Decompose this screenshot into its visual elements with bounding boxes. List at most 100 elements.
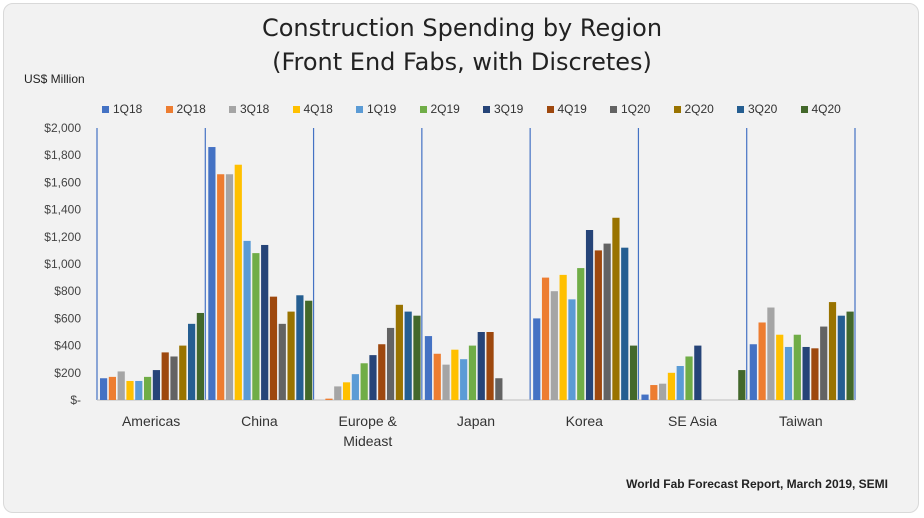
- bar-3Q19: [261, 244, 269, 400]
- bar-4Q19: [269, 296, 278, 400]
- bar-4Q20: [846, 311, 854, 400]
- bar-1Q19: [135, 380, 143, 400]
- bar-2Q20: [395, 304, 403, 400]
- legend-swatch: [610, 105, 617, 113]
- legend-label: 2Q20: [684, 102, 714, 116]
- legend-label: 3Q19: [494, 102, 524, 116]
- legend-swatch: [292, 105, 300, 113]
- legend-item: 4Q20: [800, 102, 841, 116]
- legend-item: 4Q18: [292, 102, 333, 116]
- category-label: Korea: [566, 413, 604, 429]
- bar-4Q19: [594, 250, 602, 400]
- bar-2Q19: [793, 334, 801, 400]
- bar-2Q19: [360, 363, 368, 400]
- bar-2Q19: [144, 376, 152, 400]
- bar-4Q19: [486, 332, 494, 400]
- y-tick-label: $1,400: [44, 203, 81, 217]
- bar-2Q18: [650, 385, 658, 400]
- y-tick-label: $1,200: [44, 230, 81, 244]
- y-tick-label: $600: [54, 311, 81, 325]
- legend-item: 3Q20: [737, 102, 777, 116]
- legend-item: 2Q18: [165, 102, 206, 116]
- bar-4Q20: [413, 315, 421, 400]
- bar-1Q18: [641, 394, 649, 400]
- y-tick-label: $400: [54, 339, 81, 353]
- legend-item: 2Q20: [673, 102, 714, 116]
- bar-1Q20: [170, 356, 178, 400]
- chart-frame: [3, 3, 919, 513]
- bar-1Q18: [208, 147, 216, 400]
- bar-2Q19: [685, 356, 693, 400]
- category-label: SE Asia: [668, 413, 717, 429]
- bar-1Q20: [386, 327, 395, 400]
- source-note: World Fab Forecast Report, March 2019, S…: [626, 477, 888, 491]
- legend-item: 4Q19: [546, 102, 587, 116]
- legend-item: 1Q19: [356, 102, 396, 116]
- bar-3Q18: [117, 371, 125, 400]
- legend-label: 4Q18: [303, 102, 333, 116]
- bar-3Q19: [802, 346, 810, 400]
- legend-swatch: [673, 105, 681, 113]
- bar-4Q18: [342, 382, 351, 400]
- bar-1Q19: [351, 374, 359, 400]
- bar-1Q19: [784, 346, 793, 400]
- legend-label: 3Q20: [748, 102, 778, 116]
- bar-4Q20: [629, 345, 638, 400]
- bar-3Q19: [369, 355, 377, 400]
- legend-label: 2Q18: [176, 102, 206, 116]
- bar-2Q18: [758, 322, 766, 400]
- legend-swatch: [800, 105, 808, 113]
- legend-label: 2Q19: [430, 102, 460, 116]
- legend-swatch: [229, 105, 236, 113]
- bar-4Q19: [811, 348, 819, 400]
- y-tick-label: $1,800: [44, 148, 81, 162]
- bar-2Q18: [217, 174, 225, 400]
- category-label: Taiwan: [779, 413, 823, 429]
- bar-3Q19: [477, 332, 485, 400]
- bar-4Q18: [451, 349, 459, 400]
- bar-1Q19: [243, 240, 251, 400]
- bar-1Q19: [676, 366, 684, 400]
- chart-title-line1: Construction Spending by Region: [261, 14, 663, 42]
- bar-1Q20: [278, 323, 286, 400]
- bar-1Q18: [749, 344, 757, 400]
- bar-4Q18: [776, 334, 784, 400]
- bar-3Q18: [659, 383, 667, 400]
- y-axis-unit-label: US$ Million: [24, 72, 85, 86]
- category-label: Americas: [122, 413, 180, 429]
- bar-1Q20: [495, 378, 503, 400]
- chart-legend: 1Q18 2Q18 3Q18 4Q18 1Q19 2Q19 3Q19 4Q19 1Q20 2Q20…: [0, 102, 924, 120]
- y-tick-label: $-: [70, 393, 81, 407]
- bar-1Q18: [533, 318, 541, 400]
- bar-3Q20: [296, 295, 304, 400]
- bar-4Q18: [234, 164, 242, 400]
- legend-label: 1Q19: [367, 102, 397, 116]
- bar-3Q20: [188, 323, 196, 400]
- bar-4Q19: [378, 344, 386, 400]
- bar-4Q20: [305, 300, 313, 400]
- legend-swatch: [546, 105, 554, 113]
- legend-swatch: [165, 105, 173, 113]
- bar-1Q20: [820, 326, 828, 400]
- category-label: China: [241, 413, 278, 429]
- legend-swatch: [356, 105, 363, 113]
- legend-item: 3Q18: [229, 102, 269, 116]
- bar-2Q20: [828, 302, 837, 400]
- bar-3Q18: [334, 386, 342, 400]
- bar-2Q18: [433, 353, 441, 400]
- bar-2Q20: [287, 311, 295, 400]
- chart-title-line2: (Front End Fabs, with Discretes): [272, 48, 652, 76]
- legend-item: 1Q18: [102, 102, 142, 116]
- bar-3Q20: [837, 315, 845, 400]
- bar-4Q18: [667, 372, 676, 400]
- bar-3Q18: [442, 364, 450, 400]
- category-label: Japan: [457, 413, 495, 429]
- legend-label: 1Q20: [621, 102, 651, 116]
- category-label: Mideast: [343, 433, 392, 449]
- bar-4Q19: [161, 352, 169, 400]
- bar-3Q19: [585, 230, 594, 400]
- legend-swatch: [737, 105, 744, 113]
- bar-3Q19: [152, 370, 160, 400]
- bar-4Q20: [738, 370, 746, 400]
